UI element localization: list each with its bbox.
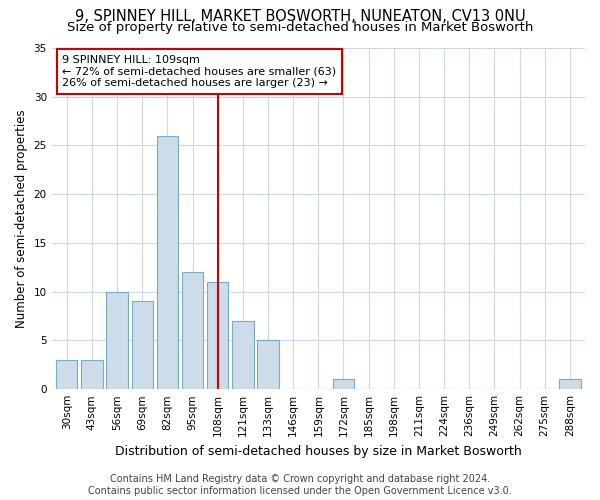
Bar <box>559 380 581 389</box>
Bar <box>106 292 128 389</box>
Text: 9, SPINNEY HILL, MARKET BOSWORTH, NUNEATON, CV13 0NU: 9, SPINNEY HILL, MARKET BOSWORTH, NUNEAT… <box>74 9 526 24</box>
X-axis label: Distribution of semi-detached houses by size in Market Bosworth: Distribution of semi-detached houses by … <box>115 444 522 458</box>
Bar <box>182 272 203 389</box>
Bar <box>56 360 77 389</box>
Bar <box>131 302 153 389</box>
Bar <box>157 136 178 389</box>
Text: Size of property relative to semi-detached houses in Market Bosworth: Size of property relative to semi-detach… <box>67 21 533 34</box>
Bar <box>81 360 103 389</box>
Y-axis label: Number of semi-detached properties: Number of semi-detached properties <box>15 110 28 328</box>
Bar <box>232 321 254 389</box>
Bar <box>257 340 279 389</box>
Text: Contains HM Land Registry data © Crown copyright and database right 2024.
Contai: Contains HM Land Registry data © Crown c… <box>88 474 512 496</box>
Bar <box>333 380 354 389</box>
Text: 9 SPINNEY HILL: 109sqm
← 72% of semi-detached houses are smaller (63)
26% of sem: 9 SPINNEY HILL: 109sqm ← 72% of semi-det… <box>62 55 337 88</box>
Bar <box>207 282 229 389</box>
